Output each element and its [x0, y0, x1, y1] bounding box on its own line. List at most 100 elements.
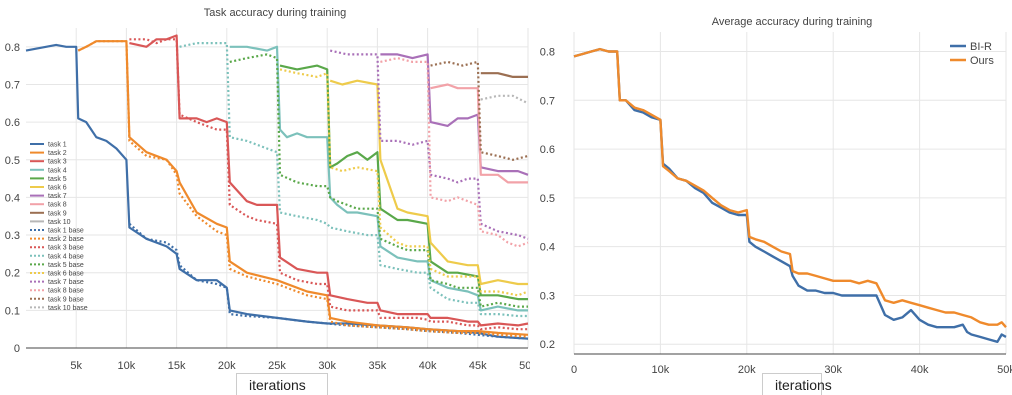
series-line-task-7-base: [329, 49, 529, 240]
y-tick-label: 0.4: [540, 242, 555, 254]
right-axes: 0.2 0.3 0.4 0.5 0.6 0.7 0.8 0 10k 20k 30k 40k 50k: [540, 47, 1012, 376]
right-grid: [573, 32, 1007, 354]
legend-item-task-3[interactable]: task 3: [30, 159, 67, 166]
legend-item-task-8[interactable]: task 8: [30, 202, 67, 209]
legend-item-task-10[interactable]: task 10: [30, 219, 71, 226]
legend-label: task 4: [48, 167, 67, 174]
legend-item-task-1-base[interactable]: task 1 base: [30, 228, 84, 235]
y-tick-label: 0.3: [5, 230, 20, 242]
series-line-task-9: [480, 72, 528, 78]
legend-label: task 6 base: [48, 271, 84, 278]
right-legend[interactable]: BI-R Ours: [950, 41, 994, 67]
series-line-task-10-base: [480, 94, 529, 105]
legend-item-task-1[interactable]: task 1: [30, 142, 67, 149]
series-line-task-8: [430, 83, 528, 184]
legend-item-task-9[interactable]: task 9: [30, 210, 67, 217]
x-tick-label: 5k: [70, 360, 82, 372]
legend-label: task 2 base: [48, 236, 84, 243]
series-line-task-5: [279, 64, 528, 301]
x-tick-label: 50k: [519, 360, 530, 372]
y-tick-label: 0.5: [5, 155, 20, 167]
legend-label: task 3 base: [48, 245, 84, 252]
average-accuracy-title: Average accuracy during training: [712, 16, 873, 28]
x-tick-label: 15k: [168, 360, 186, 372]
legend-label: task 7: [48, 193, 67, 200]
legend-item-task-7[interactable]: task 7: [30, 193, 67, 200]
legend-label: task 9: [48, 210, 67, 217]
legend-item-task-5[interactable]: task 5: [30, 176, 67, 183]
legend-item-task-3-base[interactable]: task 3 base: [30, 245, 84, 252]
legend-item-task-7-base[interactable]: task 7 base: [30, 279, 84, 286]
x-axis-label-left: iterations: [236, 373, 328, 395]
y-tick-label: 0.2: [540, 339, 555, 351]
series-line-task-6-base: [279, 68, 529, 297]
legend-label: task 7 base: [48, 279, 84, 286]
legend-label: task 6: [48, 185, 67, 192]
task-accuracy-chart: Task accuracy during training 0 0.1 0.2 0.3…: [5, 7, 530, 372]
legend-item-task-10-base[interactable]: task 10 base: [30, 305, 88, 312]
series-line-ours: [573, 47, 1007, 328]
legend-label: BI-R: [970, 41, 992, 53]
legend-label: Ours: [970, 55, 994, 67]
legend-label: task 4 base: [48, 253, 84, 260]
legend-label: task 5: [48, 176, 67, 183]
series-line-task-5-base: [229, 53, 528, 308]
series-line-task-4: [229, 45, 528, 312]
legend-item-task-2-base[interactable]: task 2 base: [30, 236, 84, 243]
legend-item-task-4[interactable]: task 4: [30, 167, 67, 174]
series-line-task-3: [129, 34, 529, 327]
legend-item-task-4-base[interactable]: task 4 base: [30, 253, 84, 260]
legend-item-ours[interactable]: Ours: [950, 55, 994, 67]
legend-item-task-6[interactable]: task 6: [30, 185, 67, 192]
series-line-task-8-base: [380, 57, 529, 248]
x-axis-label-right: iterations: [762, 373, 832, 395]
y-tick-label: 0.8: [5, 42, 20, 54]
average-accuracy-chart: Average accuracy during training 0.20.30…: [540, 16, 1012, 376]
x-tick-label: 50k: [997, 364, 1012, 376]
x-tick-label: 40k: [911, 364, 929, 376]
x-tick-label: 35k: [369, 360, 387, 372]
legend-label: task 8: [48, 202, 67, 209]
legend-label: task 10 base: [48, 305, 88, 312]
x-tick-label: 30k: [318, 360, 336, 372]
x-tick-label: 25k: [268, 360, 286, 372]
legend-item-task-6-base[interactable]: task 6 base: [30, 271, 84, 278]
y-tick-label: 0.6: [540, 144, 555, 156]
legend-label: task 1: [48, 142, 67, 149]
y-tick-label: 0.7: [540, 95, 555, 107]
y-tick-label: 0.7: [5, 79, 20, 91]
left-series: [25, 34, 529, 340]
y-tick-label: 0.8: [540, 47, 555, 59]
legend-item-task-8-base[interactable]: task 8 base: [30, 288, 84, 295]
series-line-task-4-base: [179, 42, 528, 318]
x-tick-label: 0: [571, 364, 577, 376]
x-tick-label: 20k: [218, 360, 236, 372]
right-series: [573, 47, 1007, 343]
left-axes: 0 0.1 0.2 0.3 0.4 0.5 0.6 0.7 0.8 5k 10k 15k 20k 25k 3…: [5, 42, 530, 372]
legend-label: task 10: [48, 219, 71, 226]
series-line-task-6: [329, 79, 528, 286]
x-tick-label: 20k: [738, 364, 756, 376]
legend-item-task-2[interactable]: task 2: [30, 150, 67, 157]
series-line-task-7: [380, 53, 529, 176]
x-tick-label: 10k: [118, 360, 136, 372]
x-tick-label: 30k: [824, 364, 842, 376]
y-tick-label: 0.3: [540, 290, 555, 302]
y-tick-label: 0.6: [5, 117, 20, 129]
x-tick-label: 10k: [652, 364, 670, 376]
legend-item-task-5-base[interactable]: task 5 base: [30, 262, 84, 269]
y-tick-label: 0.5: [540, 193, 555, 205]
y-tick-label: 0.4: [5, 192, 20, 204]
y-tick-label: 0: [14, 343, 20, 355]
legend-item-task-9-base[interactable]: task 9 base: [30, 296, 84, 303]
y-tick-label: 0.2: [5, 268, 20, 280]
legend-item-bi-r[interactable]: BI-R: [950, 41, 992, 53]
legend-label: task 3: [48, 159, 67, 166]
y-tick-label: 0.1: [5, 305, 20, 317]
legend-label: task 2: [48, 150, 67, 157]
task-accuracy-title: Task accuracy during training: [204, 7, 346, 19]
legend-label: task 8 base: [48, 288, 84, 295]
x-tick-label: 40k: [419, 360, 437, 372]
series-line-bi-r: [573, 47, 1007, 343]
